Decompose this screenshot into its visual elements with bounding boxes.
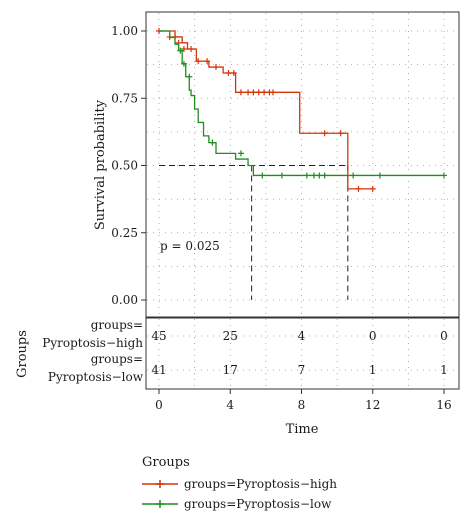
risk-table-panel: groups= Pyroptosis−high groups= Pyroptos… [15, 317, 460, 390]
censor-mark-0-19 [337, 130, 344, 137]
censor-mark-0-18 [321, 130, 328, 137]
censor-mark-0-21 [369, 185, 376, 192]
y-axis-ticks: 0.00 0.25 0.50 0.75 1.00 [111, 24, 146, 307]
risk-table-y-title: Groups [15, 330, 30, 378]
risk-table-frame [145, 317, 460, 390]
survival-curve-1 [159, 30, 444, 177]
x-axis-title: Time [286, 422, 319, 437]
legend-marker-high [156, 480, 164, 488]
censor-mark-1-13 [441, 172, 447, 179]
x-tick-label-2: 8 [298, 398, 306, 412]
legend-marker-low [156, 500, 164, 508]
risk-count-1-0: 41 [151, 363, 166, 377]
censor-mark-0-4 [180, 46, 187, 53]
legend-item-low: groups=Pyroptosis−low [142, 497, 332, 511]
risk-table-counts: 45 25 4 0 0 41 17 7 1 1 [151, 329, 447, 377]
risk-row-high-label-line1: groups= [91, 318, 143, 332]
risk-row-low-label-line1: groups= [91, 352, 143, 366]
risk-table-row-labels: groups= Pyroptosis−high groups= Pyroptos… [42, 318, 143, 384]
p-value-annotation: p = 0.025 [160, 239, 220, 253]
censor-mark-0-6 [195, 58, 202, 65]
risk-count-1-3: 1 [369, 363, 377, 377]
y-tick-label-2: 0.50 [111, 159, 138, 173]
risk-count-1-4: 1 [440, 363, 448, 377]
censor-mark-1-4 [237, 150, 244, 157]
censor-mark-0-10 [230, 69, 237, 76]
plot-grid [147, 13, 458, 316]
risk-count-1-2: 7 [298, 363, 306, 377]
risk-count-0-3: 0 [369, 329, 377, 343]
censor-mark-1-1 [180, 60, 187, 67]
risk-count-1-1: 17 [223, 363, 238, 377]
censor-mark-1-2 [186, 73, 193, 80]
y-tick-label-3: 0.75 [111, 91, 138, 105]
y-tick-label-1: 0.25 [111, 226, 138, 240]
legend: Groups groups=Pyroptosis−high groups=Pyr… [142, 455, 337, 511]
censor-mark-0-15 [261, 89, 268, 96]
censor-mark-0-11 [237, 89, 244, 96]
risk-row-low-label-line2: Pyroptosis−low [48, 370, 144, 384]
x-tick-label-4: 16 [436, 398, 451, 412]
legend-label-high: groups=Pyroptosis−high [184, 477, 337, 491]
censor-mark-0-14 [255, 89, 262, 96]
legend-label-low: groups=Pyroptosis−low [184, 497, 332, 511]
risk-row-high-label-line2: Pyroptosis−high [42, 336, 143, 350]
y-axis-title: Survival probability [93, 99, 108, 230]
censor-mark-1-6 [278, 172, 285, 179]
risk-count-0-0: 45 [151, 329, 166, 343]
y-tick-label-4: 1.00 [111, 24, 138, 38]
x-axis-ticks: 0 4 8 12 16 [155, 389, 452, 412]
censor-mark-0-13 [250, 89, 257, 96]
censor-mark-0-9 [225, 69, 232, 76]
censor-mark-0-17 [270, 89, 276, 96]
censor-mark-0-12 [245, 89, 252, 96]
censor-mark-1-8 [310, 172, 317, 179]
survival-plot-panel: 0.00 0.25 0.50 0.75 1.00 p = 0.025 Survival … [93, 11, 460, 318]
censor-mark-1-12 [376, 172, 383, 179]
survival-curves [156, 28, 447, 192]
censor-mark-1-5 [259, 172, 266, 179]
censor-mark-0-7 [204, 58, 211, 65]
x-tick-label-3: 12 [365, 398, 380, 412]
x-tick-label-0: 0 [155, 398, 163, 412]
censor-mark-1-0 [177, 47, 184, 54]
legend-title: Groups [142, 455, 190, 470]
legend-item-high: groups=Pyroptosis−high [142, 477, 337, 491]
censor-mark-0-8 [213, 64, 219, 71]
x-tick-label-1: 4 [226, 398, 234, 412]
censor-mark-1-9 [316, 172, 323, 179]
risk-count-0-4: 0 [440, 329, 448, 343]
risk-count-0-2: 4 [298, 329, 306, 343]
survival-curve-0 [159, 30, 373, 190]
plot-frame [145, 11, 460, 318]
censor-mark-1-7 [303, 172, 310, 179]
censor-mark-0-5 [188, 46, 195, 53]
censor-mark-0-20 [355, 185, 362, 192]
censor-mark-1-10 [321, 172, 328, 179]
risk-count-0-1: 25 [223, 329, 238, 343]
censor-mark-1-3 [209, 139, 216, 146]
censor-mark-1-11 [350, 172, 357, 179]
y-tick-label-0: 0.00 [111, 293, 138, 307]
